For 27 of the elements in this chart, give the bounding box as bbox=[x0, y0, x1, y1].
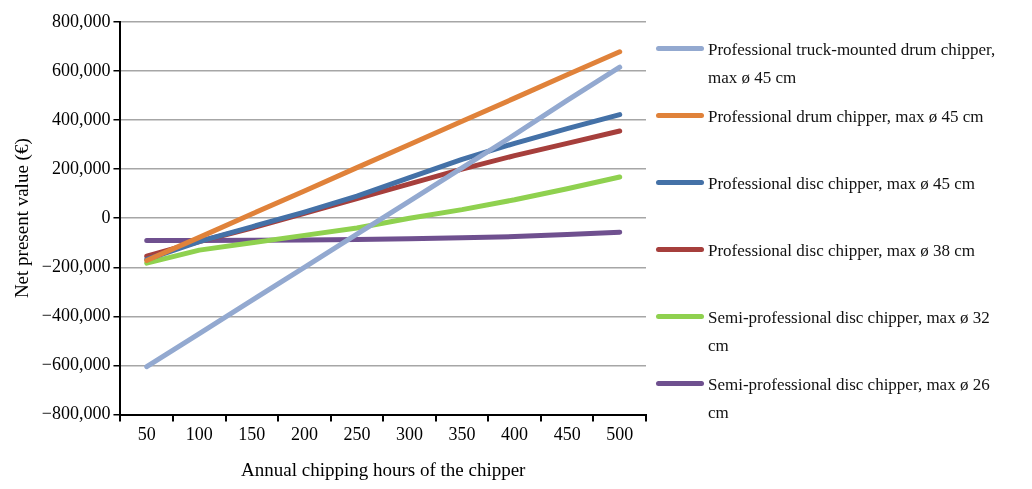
y-tick-label: 0 bbox=[101, 206, 111, 227]
legend-label: Professional drum chipper, max ø 45 cm bbox=[708, 106, 985, 128]
legend-label: Professional disc chipper, max ø 45 cm bbox=[708, 173, 976, 195]
x-tick-label: 250 bbox=[343, 424, 371, 445]
x-axis-title: Annual chipping hours of the chipper bbox=[241, 458, 527, 480]
y-tick-label: −600,000 bbox=[41, 354, 111, 375]
y-tick-label: −800,000 bbox=[41, 403, 111, 424]
x-tick-label: 450 bbox=[553, 424, 581, 445]
x-tick-label: 200 bbox=[290, 424, 318, 445]
x-tick-label: 100 bbox=[185, 424, 213, 445]
x-tick-label: 500 bbox=[606, 424, 634, 445]
y-axis-title: Net present value (€) bbox=[11, 138, 34, 299]
x-tick-label: 350 bbox=[448, 424, 476, 445]
y-tick-label: 800,000 bbox=[51, 10, 111, 31]
legend-label: Semi-professional disc chipper, max ø 32 cm bbox=[708, 307, 991, 357]
y-tick-label: −400,000 bbox=[41, 305, 111, 326]
y-tick-label: 400,000 bbox=[51, 108, 111, 129]
x-tick-label: 300 bbox=[396, 424, 423, 445]
x-tick-label: 50 bbox=[137, 424, 156, 445]
y-tick-label: −200,000 bbox=[41, 256, 111, 277]
x-tick-label: 400 bbox=[501, 424, 529, 445]
y-tick-label: 200,000 bbox=[51, 157, 111, 178]
legend-label: Semi-professional disc chipper, max ø 26 cm bbox=[708, 374, 991, 424]
legend-label: Professional truck-mounted drum chipper, max ø 45 cm bbox=[708, 39, 996, 89]
x-tick-label: 150 bbox=[238, 424, 266, 445]
y-tick-label: 600,000 bbox=[51, 59, 111, 80]
legend-label: Professional disc chipper, max ø 38 cm bbox=[708, 240, 976, 262]
